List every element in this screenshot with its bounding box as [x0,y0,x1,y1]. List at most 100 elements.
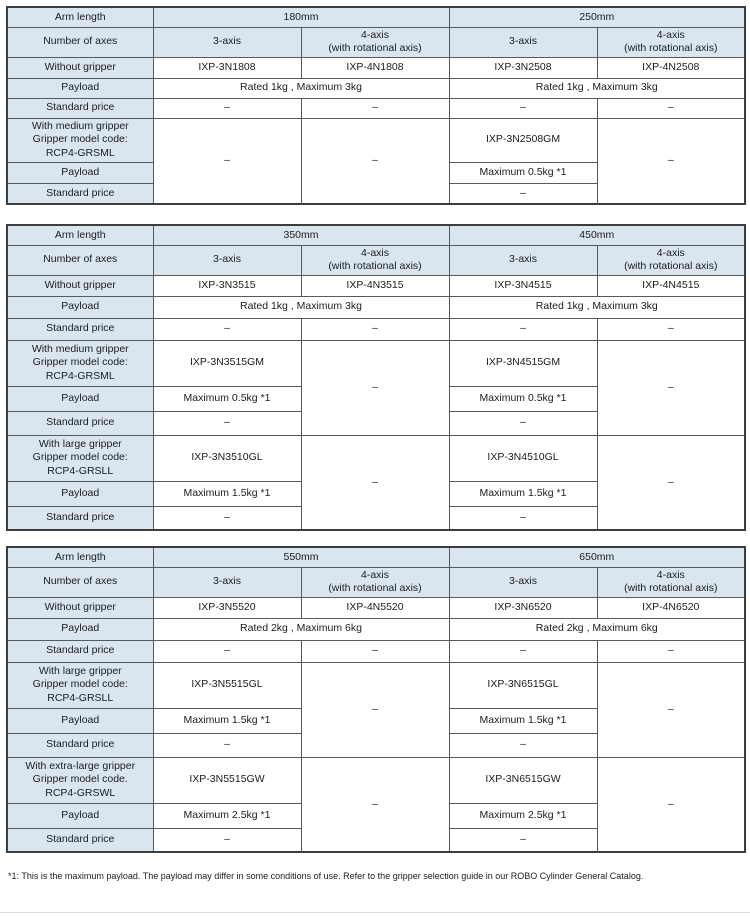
axis-4-line: (with rotational axis) [328,260,422,272]
footnote: *1: This is the maximum payload. The pay… [8,871,644,881]
gripper-group-line: Gripper model code: [32,451,128,464]
payload-value: Maximum 0.5kg *1 [448,161,598,184]
payload-label: Payload [6,295,154,319]
gripper-group-line: Gripper model code: [32,678,128,691]
axis-4-header: 4-axis (with rotational axis) [596,244,746,276]
table-row: With large gripper Gripper model code: R… [6,661,746,758]
table-row: With extra-large gripper Gripper model c… [6,756,746,853]
number-of-axes-label: Number of axes [6,244,154,276]
arm-length-label: Arm length [6,224,154,246]
payload-label: Payload [6,802,154,829]
model-cell: IXP-3N5515GW [152,756,302,804]
table-row: Without gripper IXP-3N5520 IXP-4N5520 IX… [6,596,746,619]
model-cell: IXP-3N4510GL [448,434,598,482]
gripper-group-line: RCP4-GRSLL [47,691,114,704]
payload-value: Rated 2kg , Maximum 6kg [152,617,450,641]
price-value: – [596,317,746,341]
model-cell: IXP-4N2508 [596,56,746,79]
gripper-group-label: With extra-large gripper Gripper model c… [6,756,154,804]
table-row: Without gripper IXP-3N1808 IXP-4N1808 IX… [6,56,746,79]
axis-4-header: 4-axis (with rotational axis) [596,26,746,58]
axis-4-line: 4-axis [656,246,685,259]
dash-cell: – [300,756,450,853]
dash-cell: – [152,117,302,205]
model-cell: IXP-4N4515 [596,274,746,297]
table-row: Standard price – – [6,827,745,853]
model-cell: IXP-4N5520 [300,596,450,619]
model-cell: IXP-4N3515 [300,274,450,297]
payload-value: Rated 1kg , Maximum 3kg [448,295,746,319]
bottom-divider [0,912,750,913]
price-label: Standard price [6,182,154,205]
price-value: – [448,827,598,853]
price-value: – [152,732,302,758]
without-gripper-label: Without gripper [6,596,154,619]
table-row: Payload Maximum 0.5kg *1 [6,161,745,184]
table-row: Standard price – – [6,505,745,531]
payload-value: Rated 1kg , Maximum 3kg [152,77,450,99]
axis-4-header: 4-axis (with rotational axis) [300,244,450,276]
axis-3-header: 3-axis [152,244,302,276]
price-value: – [152,97,302,119]
price-value: – [596,639,746,663]
axis-4-line: 4-axis [361,28,390,41]
axis-3-header: 3-axis [152,566,302,598]
price-value: – [448,410,598,436]
table-row: Arm length 180mm 250mm [6,6,746,28]
catalog-spec-page: Arm length 180mm 250mm Number of axes 3-… [0,6,750,913]
price-value: – [152,410,302,436]
arm-length-value: 350mm [152,224,450,246]
price-label: Standard price [6,317,154,341]
gripper-group-line: With large gripper [38,665,122,678]
table-row: Standard price – – [6,732,745,758]
gripper-group-label: With large gripper Gripper model code: R… [6,434,154,482]
price-value: – [448,639,598,663]
price-label: Standard price [6,97,154,119]
table-row: With medium gripper Gripper model code: … [6,339,746,436]
dash-cell: – [596,661,746,758]
model-cell: IXP-3N6520 [448,596,598,619]
dash-cell: – [300,117,450,205]
without-gripper-label: Without gripper [6,56,154,79]
table-row: Payload Maximum 1.5kg *1 Maximum 1.5kg *… [6,480,745,507]
price-label: Standard price [6,827,154,853]
gripper-group-line: With medium gripper [31,120,129,133]
axis-4-line: (with rotational axis) [624,582,718,594]
axis-4-line: 4-axis [361,568,390,581]
gripper-group-line: RCP4-GRSML [45,369,115,382]
gripper-group-line: With medium gripper [31,343,129,356]
number-of-axes-label: Number of axes [6,26,154,58]
number-of-axes-label: Number of axes [6,566,154,598]
table-row: Number of axes 3-axis 4-axis (with rotat… [6,566,746,598]
table-row: Payload Maximum 2.5kg *1 Maximum 2.5kg *… [6,802,745,829]
axis-4-header: 4-axis (with rotational axis) [300,566,450,598]
axis-3-header: 3-axis [152,26,302,58]
arm-length-value: 180mm [152,6,450,28]
payload-value: Maximum 1.5kg *1 [448,707,598,734]
model-cell: IXP-3N6515GW [448,756,598,804]
dash-cell: – [596,339,746,436]
axis-4-line: 4-axis [656,568,685,581]
price-value: – [448,97,598,119]
model-cell: IXP-3N3510GL [152,434,302,482]
dash-cell: – [596,117,746,205]
table-row: Standard price – [6,182,745,205]
arm-length-value: 650mm [448,546,746,568]
model-cell: IXP-3N3515 [152,274,302,297]
price-value: – [448,317,598,341]
table-row: Standard price – – – – [6,97,746,119]
price-value: – [300,97,450,119]
payload-label: Payload [6,707,154,734]
payload-label: Payload [6,161,154,184]
payload-value: Maximum 2.5kg *1 [448,802,598,829]
payload-value: Rated 2kg , Maximum 6kg [448,617,746,641]
model-cell: IXP-3N5515GL [152,661,302,709]
price-value: – [596,97,746,119]
price-value: – [448,505,598,531]
payload-value: Maximum 1.5kg *1 [448,480,598,507]
gripper-group-line: With extra-large gripper [25,760,136,773]
arm-length-value: 550mm [152,546,450,568]
price-label: Standard price [6,505,154,531]
price-value: – [152,639,302,663]
model-cell: IXP-3N5520 [152,596,302,619]
